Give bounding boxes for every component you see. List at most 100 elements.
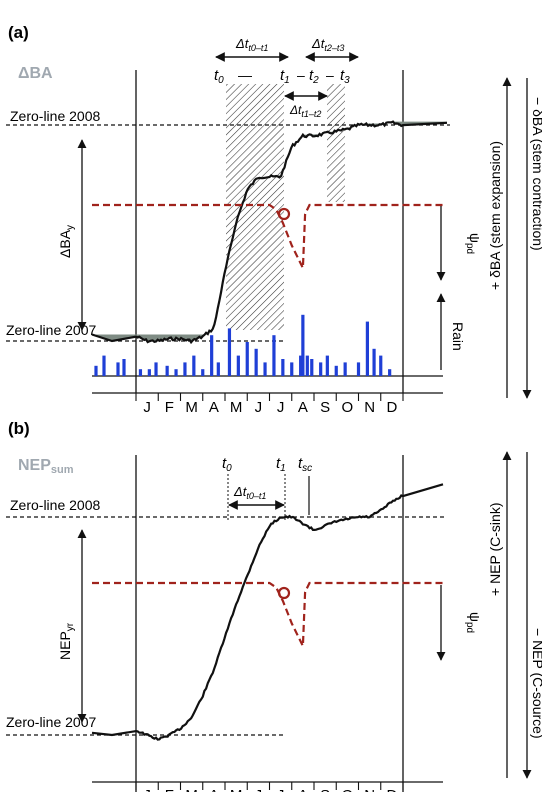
dt-t2-t3-label: Δtt2–t3 (311, 36, 344, 53)
rain-bar (272, 335, 276, 376)
month-label: M (230, 399, 243, 416)
rain-bar (236, 355, 240, 376)
zero-line-2007-label-b: Zero-line 2007 (6, 714, 96, 730)
month-label: J (143, 399, 151, 416)
rain-bar (201, 369, 205, 376)
rain-bar (245, 342, 249, 376)
month-label: D (386, 399, 397, 416)
month-label: F (165, 399, 174, 416)
rain-bar (116, 362, 120, 376)
stem-expansion-label: + δBA (stem expansion) (487, 141, 503, 290)
month-label: A (209, 399, 219, 416)
dt-t1-t2-label: Δtt1–t2 (289, 103, 321, 119)
rain-bar (210, 335, 214, 376)
tsc-label: tsc (298, 455, 312, 474)
dash-c: – (326, 67, 334, 83)
rain-bar (263, 362, 267, 376)
hatch-t2-t3 (327, 84, 345, 202)
psi-pd-label-a: ψpd (464, 233, 483, 254)
month-label: M (230, 787, 243, 792)
panel-a: (a) ΔBA Zero-line 2008 Zero-line 2007 ΔB… (6, 23, 542, 416)
rain-bar (183, 362, 187, 376)
rain-label: Rain (450, 322, 466, 351)
rain-bar (102, 355, 106, 376)
rain-bar (388, 369, 392, 376)
rain-bar (227, 328, 232, 376)
rain-bar (325, 355, 329, 376)
rain-bar (216, 362, 220, 376)
dba-y-label: ΔBAy (57, 225, 76, 258)
month-label: O (342, 399, 354, 416)
rain-bar (138, 369, 143, 376)
t2-label-a: t2 (309, 67, 319, 86)
panel-b-label: (b) (8, 419, 30, 438)
panel-b: (b) NEPsum Zero-line 2008 Zero-line 2007… (6, 419, 542, 792)
month-label: J (255, 787, 263, 792)
month-label: F (165, 787, 174, 792)
rain-bar (174, 369, 178, 376)
dt-t0-t1-label-b: Δtt0–t1 (233, 484, 266, 501)
nep-sum-curve (91, 483, 444, 741)
month-label: A (298, 399, 308, 416)
rain-bar (154, 362, 158, 376)
t0-label-b: t0 (222, 455, 232, 474)
psi-pd-curve-b (92, 581, 443, 647)
t1-label-b: t1 (276, 455, 286, 474)
zero-line-2007-label-a: Zero-line 2007 (6, 322, 96, 338)
nep-sink-label: + NEP (C-sink) (487, 503, 503, 596)
rain-bar (147, 369, 151, 376)
month-label: J (277, 399, 285, 416)
month-label: M (185, 787, 198, 792)
month-label: J (255, 399, 263, 416)
rain-bar (334, 365, 338, 376)
psi-pd-marker-b (277, 586, 291, 600)
month-label: A (209, 787, 219, 792)
month-label: D (386, 787, 397, 792)
month-label: N (364, 399, 375, 416)
rain-bar (122, 359, 126, 376)
nep-sum-title: NEPsum (18, 457, 74, 476)
rain-bar (379, 355, 383, 376)
rain-bar (299, 355, 303, 376)
t0-label-a: t0 (214, 67, 224, 86)
psi-pd-curve-a (92, 203, 443, 269)
rain-bar (365, 321, 369, 376)
zero-line-2008-label-b: Zero-line 2008 (10, 497, 100, 513)
rain-bar (305, 355, 309, 376)
rain-bar (343, 362, 347, 376)
dash-a: — (238, 67, 252, 83)
rain-bar (310, 359, 314, 376)
dash-b: – (297, 67, 305, 83)
hatch-t0-t1 (226, 84, 284, 330)
rain-bar (254, 348, 258, 376)
rain-bars (94, 314, 392, 376)
rain-bar (372, 348, 376, 376)
month-label: N (364, 787, 375, 792)
rain-bar (94, 365, 98, 376)
rain-bar (165, 365, 169, 376)
month-label: O (342, 787, 354, 792)
rain-bar (356, 362, 361, 376)
dba-curve (91, 120, 448, 345)
rain-bar (192, 355, 196, 376)
month-label: S (320, 399, 330, 416)
dba-title: ΔBA (18, 65, 53, 82)
month-label: M (185, 399, 198, 416)
rain-bar (319, 362, 323, 376)
dt-t0-t1-label: Δtt0–t1 (235, 36, 268, 53)
nep-yr-label: NEPyr (57, 622, 76, 660)
t3-label-a: t3 (340, 67, 350, 86)
rain-bar (301, 314, 305, 376)
psi-pd-label-b: ψpd (464, 612, 483, 633)
month-label: J (277, 787, 285, 792)
t1-label-a: t1 (280, 67, 290, 86)
stem-contraction-label: − δBA (stem contraction) (530, 97, 542, 251)
panel-a-label: (a) (8, 23, 29, 42)
month-label: S (320, 787, 330, 792)
rain-bar (281, 359, 285, 376)
psi-pd-marker-a (277, 207, 291, 221)
zero-line-2008-label-a: Zero-line 2008 (10, 108, 100, 124)
